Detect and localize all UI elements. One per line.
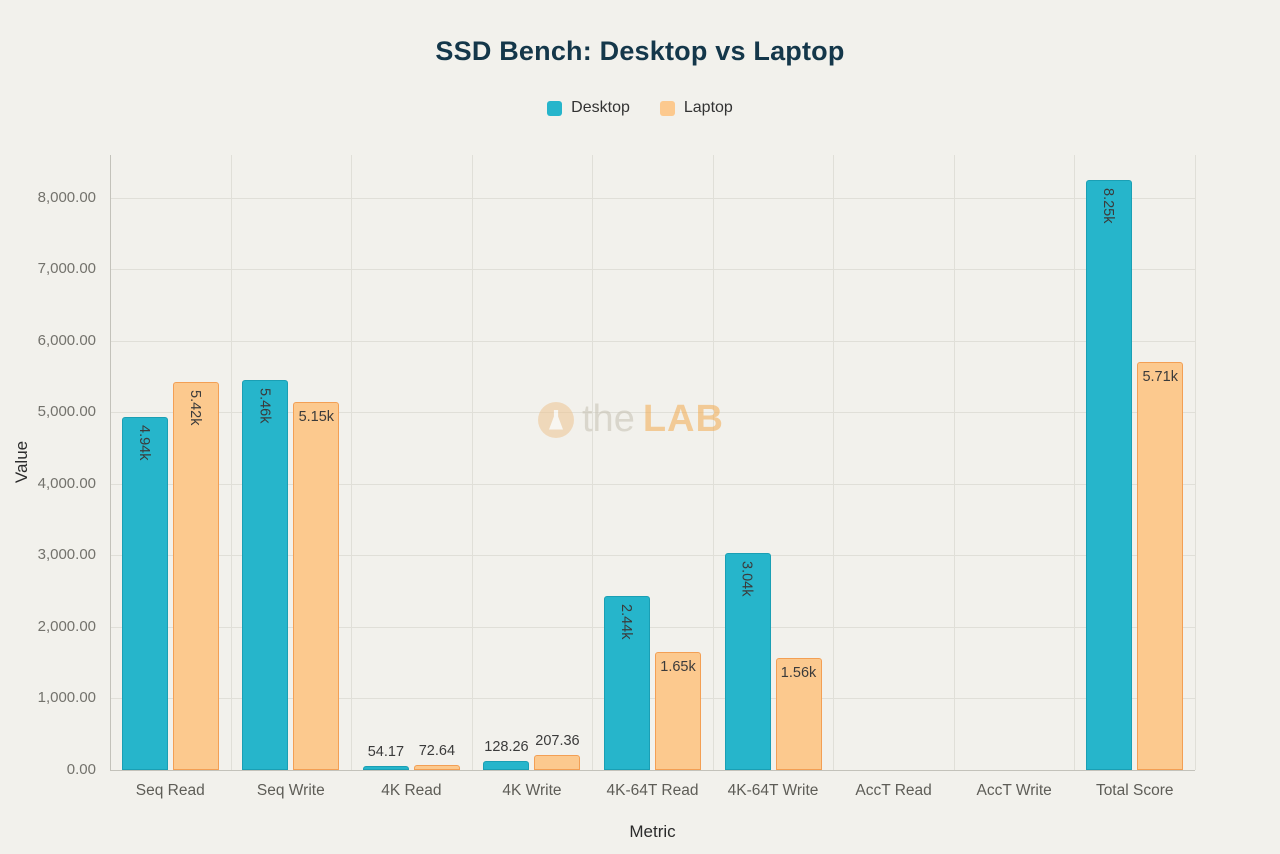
y-tick-label: 7,000.00 xyxy=(37,260,96,278)
x-category-label: AccT Write xyxy=(976,782,1052,799)
bar-laptop-total-score[interactable] xyxy=(1137,361,1184,770)
y-tick-label: 4,000.00 xyxy=(37,474,96,492)
gridline-v xyxy=(833,155,835,770)
x-category-label: 4K-64T Read xyxy=(606,782,699,799)
bar-desktop-total-score[interactable] xyxy=(1086,180,1133,770)
x-axis-title: Metric xyxy=(629,822,676,841)
bar-desktop-seq-write[interactable] xyxy=(242,379,289,770)
gridline-v xyxy=(351,155,353,770)
bar-laptop-seq-read[interactable] xyxy=(172,382,219,770)
bar-laptop-seq-write[interactable] xyxy=(293,401,340,770)
gridline-h xyxy=(110,555,1195,557)
watermark-text-prefix: the xyxy=(582,398,635,440)
legend-label-laptop: Laptop xyxy=(683,99,733,116)
bar-desktop-4k-64t-write[interactable] xyxy=(724,552,771,770)
gridline-h xyxy=(110,698,1195,700)
watermark-text-suffix: LAB xyxy=(642,398,724,440)
bar-desktop-seq-read[interactable] xyxy=(121,416,168,770)
bar-desktop-4k-write[interactable] xyxy=(483,760,530,770)
y-tick-label: 1,000.00 xyxy=(37,689,96,707)
bar-laptop-4k-64t-write[interactable] xyxy=(775,658,822,770)
gridline-v xyxy=(1074,155,1076,770)
x-category-label: 4K-64T Write xyxy=(727,782,819,799)
y-tick-label: 6,000.00 xyxy=(37,331,96,349)
legend-swatch-desktop-icon xyxy=(547,100,563,116)
chart-title: SSD Bench: Desktop vs Laptop xyxy=(435,36,845,66)
y-tick-label: 0.00 xyxy=(66,761,96,778)
gridline-v xyxy=(471,155,473,770)
bar-laptop-4k-64t-read[interactable] xyxy=(655,652,701,770)
x-category-label: Seq Write xyxy=(256,782,325,799)
bar-value-label: 54.17 xyxy=(367,744,405,761)
gridline-h xyxy=(110,483,1195,485)
gridline-v xyxy=(230,155,232,770)
gridline-v xyxy=(592,155,594,770)
legend-label-desktop: Desktop xyxy=(571,99,630,116)
bar-desktop-4k-64t-read[interactable] xyxy=(604,595,650,770)
gridline-v xyxy=(953,155,955,770)
bar-value-label: 128.26 xyxy=(484,738,529,755)
gridline-h xyxy=(110,340,1195,342)
gridline-h xyxy=(110,269,1195,271)
legend: Desktop Laptop xyxy=(0,99,1280,117)
y-tick-label: 5,000.00 xyxy=(37,403,96,421)
bar-desktop-4k-read[interactable] xyxy=(362,766,409,770)
x-category-label: Total Score xyxy=(1095,782,1174,799)
gridline-v xyxy=(110,155,111,770)
bar-value-label: 72.64 xyxy=(418,742,456,759)
y-tick-label: 2,000.00 xyxy=(37,617,96,635)
gridline-h xyxy=(110,626,1195,628)
gridline-v xyxy=(1195,155,1196,770)
watermark-logo-icon xyxy=(538,401,574,438)
legend-item-laptop[interactable]: Laptop xyxy=(659,99,733,117)
bar-value-label: 207.36 xyxy=(535,733,580,750)
x-category-label: Seq Read xyxy=(135,782,205,799)
legend-swatch-laptop-icon xyxy=(659,100,675,116)
bar-laptop-4k-read[interactable] xyxy=(413,764,460,770)
bar-laptop-4k-write[interactable] xyxy=(534,755,581,770)
gridline-h xyxy=(110,770,1195,771)
x-category-label: AccT Read xyxy=(855,782,932,799)
x-category-label: 4K Read xyxy=(381,782,442,799)
gridline-h xyxy=(110,197,1195,199)
x-category-label: 4K Write xyxy=(502,782,562,799)
y-tick-label: 8,000.00 xyxy=(37,188,96,206)
y-tick-label: 3,000.00 xyxy=(37,546,96,564)
gridline-v xyxy=(712,155,714,770)
legend-item-desktop[interactable]: Desktop xyxy=(547,99,630,117)
y-axis-title: Value xyxy=(12,440,31,484)
watermark: the LAB xyxy=(538,398,724,441)
gridline-h xyxy=(110,412,1195,414)
